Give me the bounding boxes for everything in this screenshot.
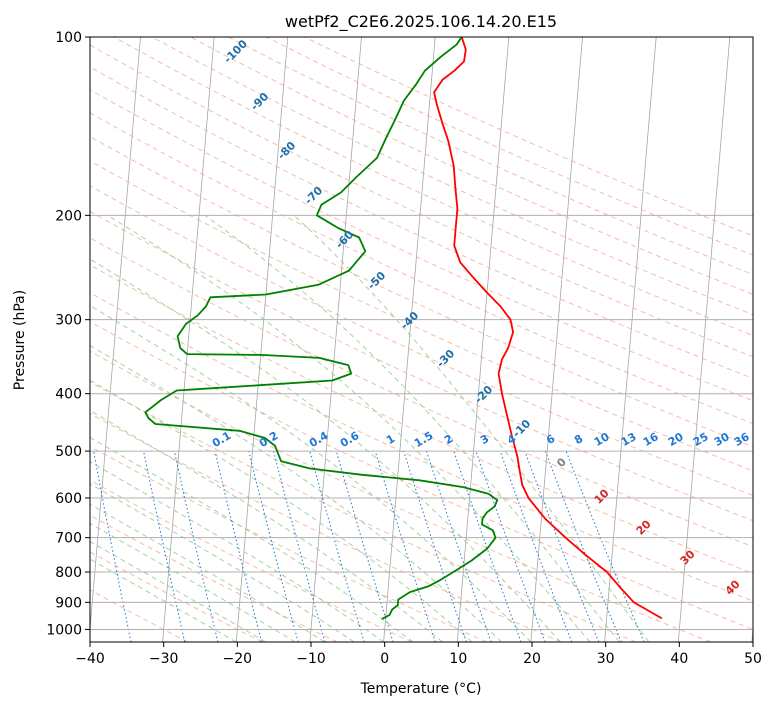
x-tick-label: 10 (449, 651, 467, 667)
isotherm-line (235, 37, 289, 642)
dry-adiabat-line (90, 292, 753, 602)
x-tick-label: −20 (223, 651, 253, 667)
moist-adiabat-line (293, 214, 650, 642)
mixing-ratio-line (173, 450, 219, 642)
isotherm-line (604, 37, 657, 642)
isotherm-line (383, 37, 436, 642)
y-tick-label: 200 (55, 208, 82, 224)
moist-adiabat-line (90, 503, 325, 642)
dry-adiabat-line (90, 237, 753, 548)
dry-adiabat-line (90, 66, 753, 380)
mixing-ratio-line (309, 450, 365, 642)
isotherm-line (162, 37, 215, 642)
dry-adiabat-line (90, 445, 487, 642)
dry-adiabat-line (90, 160, 753, 472)
y-axis-label: Pressure (hPa) (12, 290, 28, 390)
mixing-ratio-line (273, 450, 326, 642)
mixing-ratio-line (374, 450, 436, 642)
dry-adiabat-line (90, 44, 753, 358)
dewpoint-profile-line (144, 37, 499, 620)
mixing-ratio-line (248, 450, 299, 642)
mixing-ratio-line (335, 450, 394, 642)
background-lines (90, 37, 753, 642)
y-tick-label: 600 (55, 491, 82, 507)
moist-adiabat-line (90, 522, 296, 642)
y-tick-label: 400 (55, 387, 82, 403)
x-tick-label: 50 (744, 651, 762, 667)
x-tick-label: −40 (75, 651, 105, 667)
y-tick-label: 900 (55, 595, 82, 611)
moist-adiabat-line (90, 379, 473, 642)
mixing-ratio-line (143, 451, 186, 642)
mixing-ratio-line (453, 450, 522, 642)
mixing-ratio-line (524, 450, 600, 642)
mixing-ratio-line (499, 450, 573, 642)
mixing-ratio-line (565, 450, 645, 642)
temperature-profile-line (433, 37, 663, 620)
mixing-ratio-line (426, 450, 492, 642)
mixing-ratio-line (214, 450, 263, 642)
y-tick-label: 100 (55, 30, 82, 46)
moist-adiabat-line (90, 436, 414, 642)
y-tick-label: 1000 (46, 622, 82, 638)
dry-adiabat-line (90, 381, 637, 642)
mixing-ratio-line (475, 450, 546, 642)
moist-adiabat-line (90, 258, 561, 642)
moist-adiabat-line (107, 214, 591, 642)
dry-adiabat-line (151, 37, 753, 316)
mixing-ratio-line (544, 450, 622, 642)
mixing-ratio-line (93, 451, 132, 642)
moist-adiabat-line (90, 558, 237, 642)
dry-adiabat-line (90, 479, 413, 642)
dry-adiabat-line (90, 321, 753, 630)
moist-adiabat-line (204, 214, 620, 642)
mixing-ratio-line (403, 450, 467, 642)
x-tick-label: 30 (597, 651, 615, 667)
dry-adiabat-line (90, 210, 753, 522)
dry-adiabat-line (90, 350, 711, 642)
isotherm-line (90, 37, 141, 634)
series-layer (144, 37, 663, 620)
dry-adiabat-line (90, 551, 263, 642)
y-tick-label: 500 (55, 444, 82, 460)
moist-adiabat-line (90, 541, 266, 642)
isotherm-line (677, 37, 731, 642)
moist-adiabat-line (90, 344, 502, 642)
x-tick-label: 0 (380, 651, 389, 667)
dry-adiabat-line (90, 185, 753, 497)
x-tick-label: 40 (670, 651, 688, 667)
y-tick-label: 800 (55, 565, 82, 581)
axes: −40 −30 −20 −10 0 10 20 30 40 50 100 200 300 400 500 60… (46, 30, 762, 667)
chart-title: wetPf2_C2E6.2025.106.14.20.E15 (285, 12, 557, 32)
y-tick-label: 300 (55, 313, 82, 329)
x-tick-label: −10 (296, 651, 326, 667)
dry-adiabat-line (90, 264, 753, 575)
dry-adiabat-line (90, 112, 753, 425)
x-axis-label: Temperature (°C) (360, 681, 482, 697)
moist-adiabat-line (90, 461, 384, 642)
y-tick-label: 700 (55, 531, 82, 547)
isotherm-line (309, 37, 362, 642)
plot-frame (89, 36, 754, 643)
x-tick-label: 20 (523, 651, 541, 667)
x-tick-label: −30 (149, 651, 179, 667)
